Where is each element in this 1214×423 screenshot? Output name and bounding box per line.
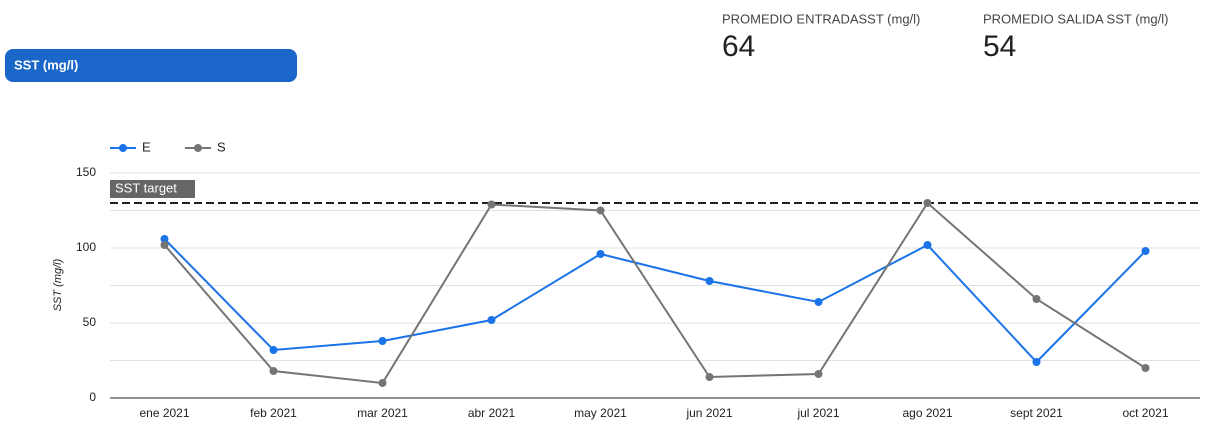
data-point xyxy=(596,250,605,258)
x-tick-label: may 2021 xyxy=(574,406,627,420)
legend-label: E xyxy=(142,139,151,154)
data-point xyxy=(160,241,169,249)
data-point xyxy=(705,373,714,381)
y-axis-label: SST (mg/l) xyxy=(52,258,64,311)
x-tick-label: ene 2021 xyxy=(139,406,189,420)
legend-dot xyxy=(194,144,202,152)
y-tick-label: 150 xyxy=(76,165,96,179)
series-line xyxy=(163,238,1147,364)
data-point xyxy=(378,379,387,387)
data-point xyxy=(923,199,932,207)
x-tick-label: oct 2021 xyxy=(1122,406,1168,420)
scorecard-value: 54 xyxy=(983,30,1016,63)
x-tick-label: sept 2021 xyxy=(1010,406,1063,420)
data-point xyxy=(1141,247,1150,255)
x-tick-label: abr 2021 xyxy=(468,406,516,420)
data-point xyxy=(487,200,496,209)
scorecard-value: 64 xyxy=(722,30,755,63)
data-point xyxy=(814,370,823,378)
series-line xyxy=(163,201,1147,385)
data-point xyxy=(705,277,714,285)
scorecard-label: PROMEDIO ENTRADASST (mg/l) xyxy=(722,11,920,26)
data-point xyxy=(1141,364,1150,372)
legend-label: S xyxy=(217,139,226,154)
x-tick-label: jul 2021 xyxy=(796,406,839,420)
data-point xyxy=(923,241,932,249)
data-point xyxy=(814,298,823,306)
data-point xyxy=(269,367,278,375)
reference-label: SST target xyxy=(115,180,177,195)
data-point xyxy=(596,206,605,215)
x-tick-label: feb 2021 xyxy=(250,406,297,420)
legend-dot xyxy=(119,144,127,152)
data-point xyxy=(269,346,278,354)
data-point xyxy=(1032,358,1041,366)
data-point xyxy=(1032,295,1041,303)
x-tick-label: mar 2021 xyxy=(357,406,408,420)
y-tick-label: 100 xyxy=(76,240,96,254)
scorecard-label: PROMEDIO SALIDA SST (mg/l) xyxy=(983,11,1168,26)
y-tick-label: 0 xyxy=(89,390,96,404)
y-tick-label: 50 xyxy=(83,315,97,329)
data-point xyxy=(378,337,387,345)
data-point xyxy=(160,235,169,243)
data-point xyxy=(487,316,496,324)
header-pill xyxy=(5,49,297,82)
x-tick-label: jun 2021 xyxy=(685,406,732,420)
x-tick-label: ago 2021 xyxy=(902,406,952,420)
reference-label-bg xyxy=(110,180,195,198)
header-title: SST (mg/l) xyxy=(14,57,78,72)
